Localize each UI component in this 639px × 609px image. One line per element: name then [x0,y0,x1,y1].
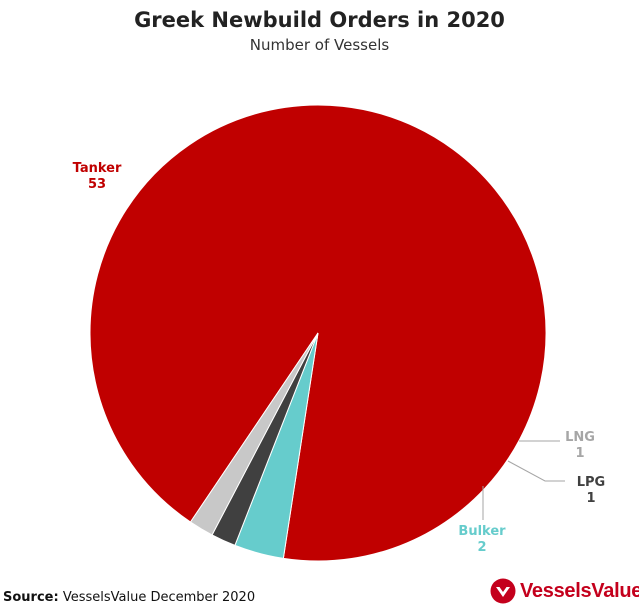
source-label: Source: [3,590,59,605]
slice-value-bulker: 2 [477,540,486,555]
slice-value-tanker: 53 [88,177,106,192]
source-note: Source: VesselsValue December 2020 [3,590,255,605]
logo-text: VesselsValue [520,579,639,602]
slice-value-lpg: 1 [586,491,595,506]
slice-label-bulker: Bulker [458,524,506,539]
slice-value-lng: 1 [575,446,584,461]
leader-lines [482,440,565,520]
leader-line-lpg [507,460,565,482]
slice-label-lng: LNG [565,430,595,445]
slice-label-tanker: Tanker [73,161,122,176]
chart-title: Greek Newbuild Orders in 2020 [134,8,505,32]
logo-icon [490,578,516,604]
pie-slice-lng [189,332,319,536]
source-text: VesselsValue December 2020 [62,590,256,605]
vesselsvalue-logo: VesselsValue [490,576,639,606]
slice-label-lpg: LPG [577,475,605,490]
chart-subtitle: Number of Vessels [249,36,390,54]
pie-slices [89,104,547,562]
